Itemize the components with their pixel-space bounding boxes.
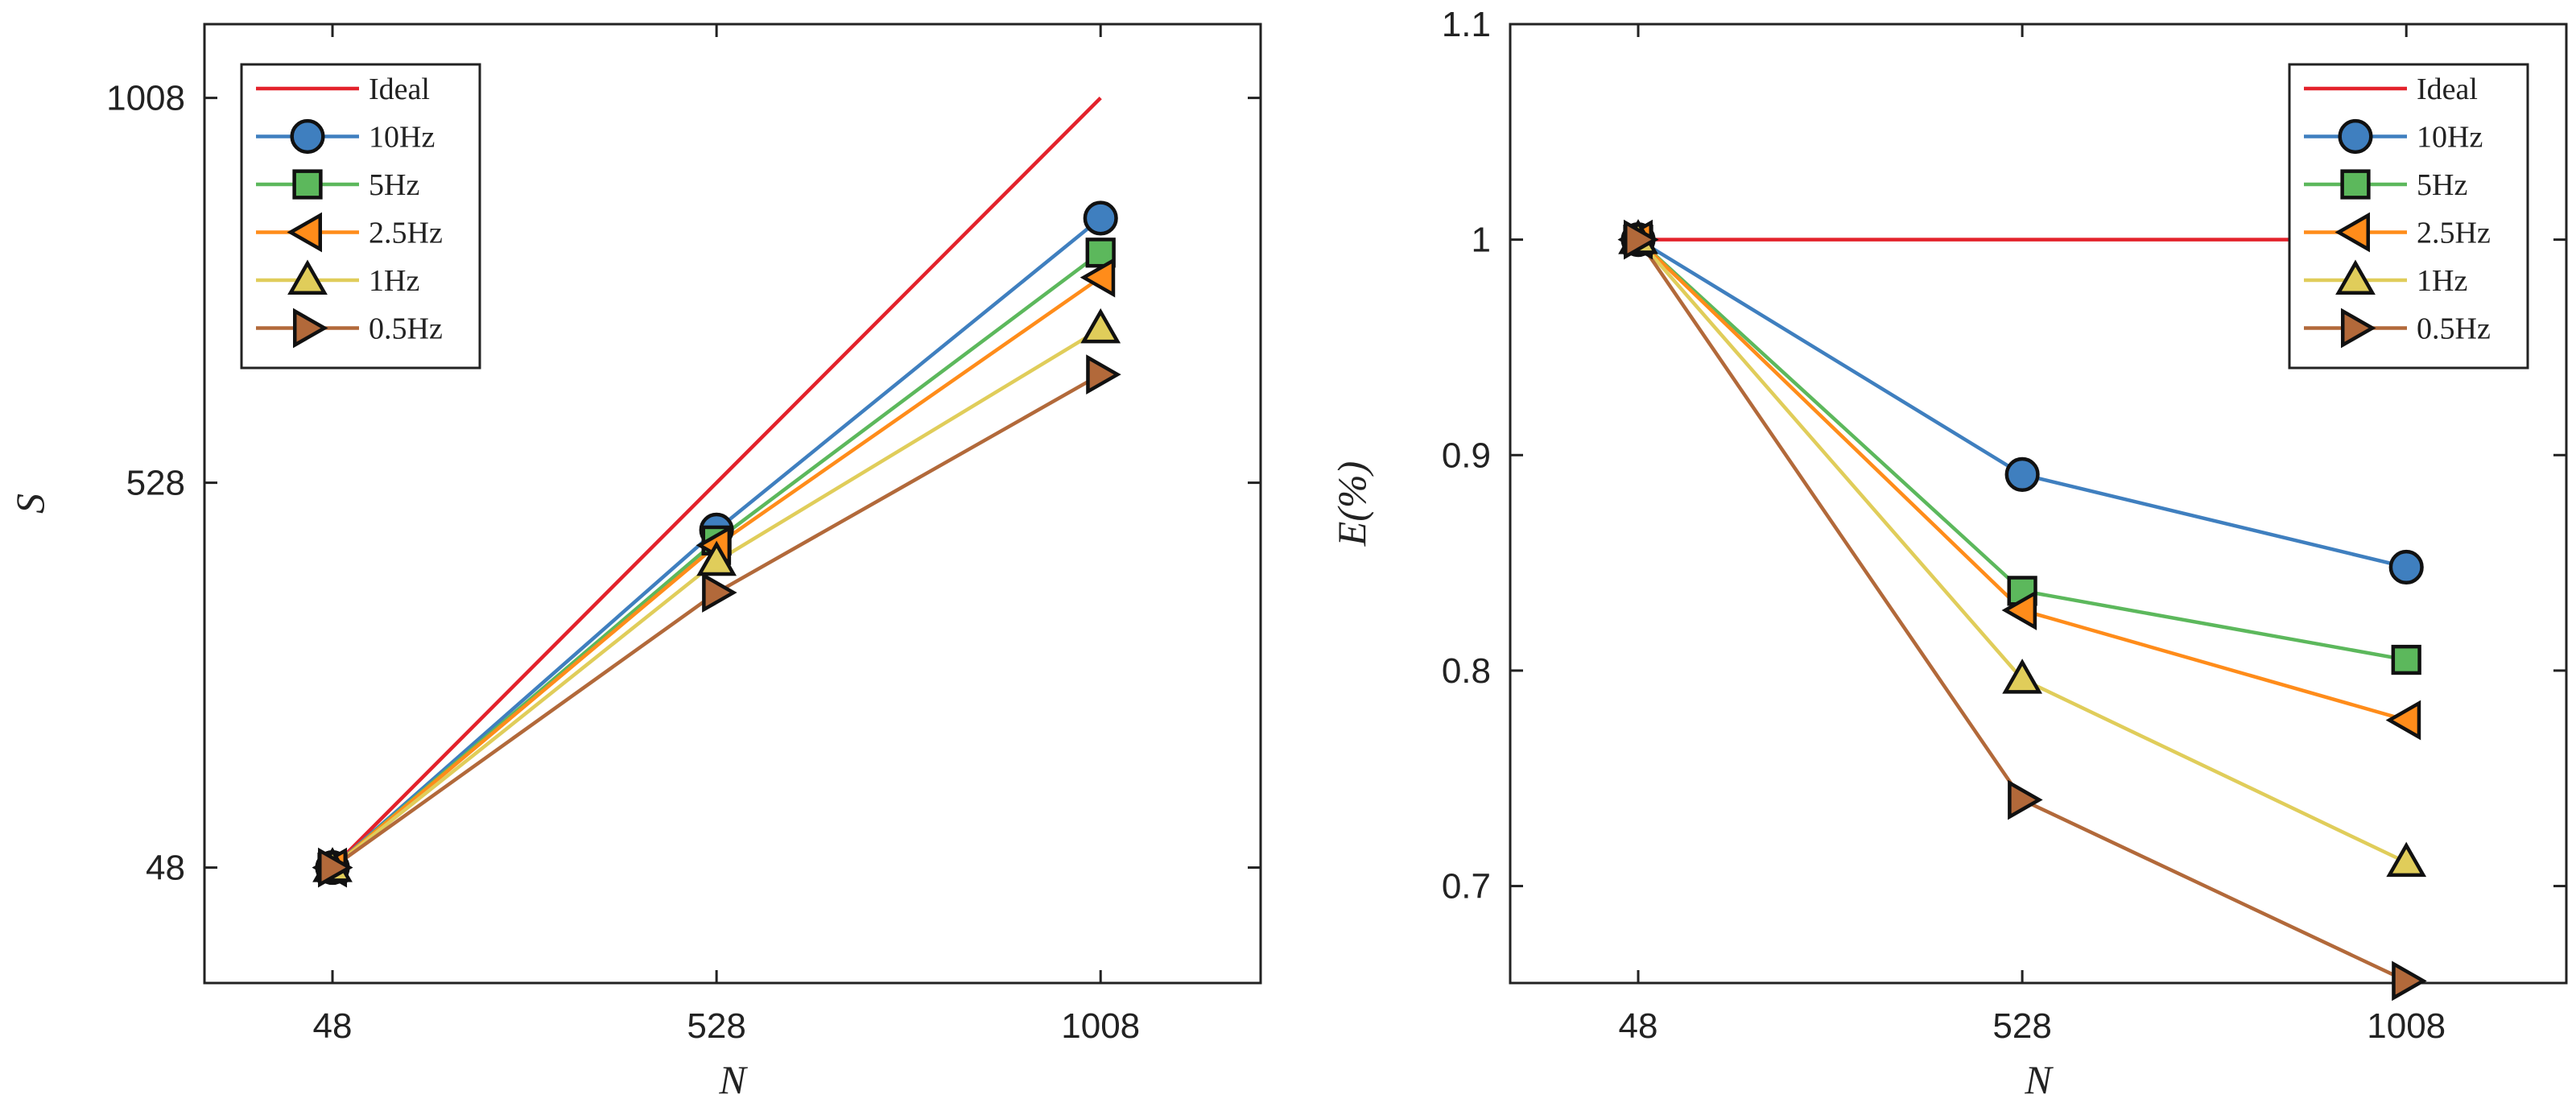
x-tick-label: 1008 — [2367, 1006, 2446, 1046]
legend-marker — [292, 169, 323, 200]
data-point-1hz — [2386, 841, 2427, 878]
legend-label: 2.5Hz — [2417, 217, 2491, 250]
x-tick-label: 48 — [1619, 1006, 1658, 1046]
legend-label: 5Hz — [369, 168, 419, 202]
data-point-0-5hz — [1624, 219, 1659, 260]
series-line-ideal — [331, 97, 1102, 869]
y-tick-label: 1.1 — [1442, 5, 1491, 44]
legend-label: Ideal — [369, 72, 430, 106]
x-tick-label: 48 — [313, 1006, 353, 1046]
data-point-0-5hz — [318, 847, 353, 888]
y-tick-label: 0.7 — [1442, 867, 1491, 907]
legend-label: Ideal — [2417, 72, 2478, 106]
legend-box — [2288, 63, 2529, 370]
efficiency-chart: 48 528 1008 0.7 0.8 0.9 1 1.1 N E(%) Ideal 10Hz 5Hz 2… — [1329, 5, 2568, 1102]
y-tick-label: 0.8 — [1442, 651, 1491, 691]
x-tick-label: 1008 — [1061, 1006, 1140, 1046]
data-point-0-5hz — [702, 572, 737, 613]
data-point-2-5hz — [2001, 590, 2037, 630]
legend-marker — [2338, 118, 2373, 155]
legend-marker — [2334, 212, 2370, 253]
legend-marker — [293, 308, 328, 349]
data-point-0-5hz — [1086, 354, 1121, 395]
data-point-0-5hz — [2392, 960, 2427, 1002]
data-point-5hz — [2391, 644, 2421, 675]
x-tick-label: 528 — [687, 1006, 745, 1046]
y-tick-label: 0.9 — [1442, 436, 1491, 475]
legend-label: 0.5Hz — [2417, 312, 2491, 346]
y-tick-label: 48 — [146, 849, 185, 888]
series-line-0-5hz — [331, 373, 1102, 869]
data-point-10hz — [1083, 200, 1118, 236]
legend-marker — [290, 118, 325, 155]
y-axis-title: E(%) — [1329, 461, 1374, 547]
legend: Ideal 10Hz 5Hz 2.5Hz 1Hz 0.5Hz — [2288, 63, 2529, 370]
y-tick-label: 1 — [1472, 221, 1491, 260]
data-point-2-5hz — [1080, 257, 1116, 298]
x-tick-label: 528 — [1992, 1006, 2051, 1046]
data-point-10hz — [2004, 456, 2040, 492]
y-tick-label: 528 — [126, 464, 185, 503]
legend-marker — [2335, 259, 2376, 295]
data-point-0-5hz — [2008, 779, 2043, 820]
y-tick-label: 1008 — [106, 79, 185, 118]
plot-frame — [1509, 23, 2568, 985]
y-axis-title: S — [7, 494, 52, 514]
legend-marker — [287, 259, 328, 295]
legend-label: 1Hz — [2417, 264, 2467, 298]
legend-marker — [2341, 308, 2376, 349]
plot-frame — [203, 23, 1262, 985]
legend-marker — [2340, 169, 2371, 200]
legend-marker — [287, 212, 322, 253]
legend-label: 1Hz — [369, 264, 419, 298]
data-point-2-5hz — [2385, 700, 2421, 741]
legend-label: 10Hz — [2417, 121, 2483, 155]
legend-label: 2.5Hz — [369, 217, 443, 250]
legend-label: 0.5Hz — [369, 312, 443, 346]
data-point-1hz — [2002, 659, 2042, 694]
x-axis-title: N — [718, 1057, 748, 1102]
legend-label: 10Hz — [369, 121, 435, 155]
legend-label: 5Hz — [2417, 168, 2467, 202]
x-axis-title: N — [2024, 1057, 2054, 1102]
legend: Ideal 10Hz 5Hz 2.5Hz 1Hz 0.5Hz — [240, 63, 481, 370]
data-point-1hz — [1080, 308, 1121, 344]
speedup-chart: 48 528 1008 48 528 1008 N S Ideal 10Hz 5Hz 2.5Hz 1Hz… — [7, 23, 1262, 1102]
data-point-1hz — [696, 540, 737, 576]
legend-box — [240, 63, 481, 370]
data-point-10hz — [2388, 549, 2424, 585]
